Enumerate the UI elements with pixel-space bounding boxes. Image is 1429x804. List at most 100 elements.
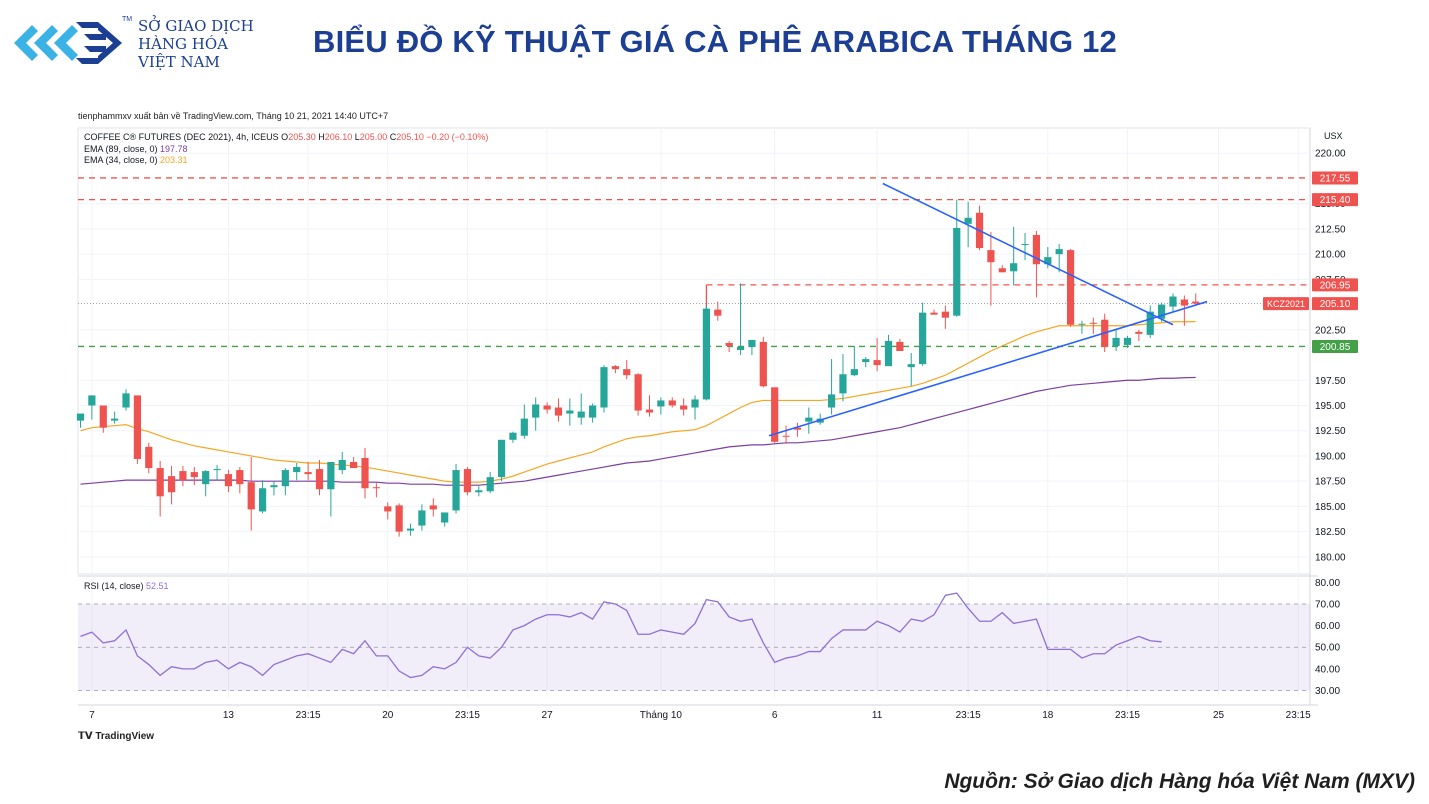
- legend-rsi-value: 52.51: [146, 581, 169, 591]
- logo-line-3: VIỆT NAM: [138, 53, 220, 71]
- time-tick-label: 20: [382, 710, 394, 721]
- candle-body: [987, 250, 995, 263]
- price-tick-label: 220.00: [1315, 149, 1346, 160]
- candle-body: [452, 470, 460, 511]
- candle-body: [350, 461, 358, 469]
- legend-rsi-label: RSI (14, close): [84, 581, 146, 591]
- candle-body: [418, 510, 426, 526]
- time-tick-label: 23:15: [455, 710, 480, 721]
- time-tick-label: 13: [223, 710, 235, 721]
- legend-ema34-label: EMA (34, close, 0): [84, 155, 160, 165]
- price-tick-label: 212.50: [1315, 224, 1346, 235]
- last-price-tag: [1312, 297, 1358, 311]
- legend-ema89-label: EMA (89, close, 0): [84, 144, 160, 154]
- candle-body: [133, 395, 141, 459]
- time-tick-label: 11: [872, 710, 883, 721]
- trademark-mark: TM: [122, 16, 133, 23]
- legend-ema89: EMA (89, close, 0) 197.78: [84, 144, 188, 154]
- candle-body: [304, 472, 312, 475]
- price-tick-label: 192.50: [1315, 426, 1346, 437]
- rsi-tick-label: 30.00: [1315, 686, 1340, 697]
- candle-body: [247, 482, 255, 510]
- candle-body: [202, 471, 210, 485]
- candle-body: [691, 399, 699, 408]
- candle-body: [213, 469, 221, 471]
- legend-change: −0.20 (−0.10%): [426, 132, 488, 142]
- candle-body: [873, 360, 881, 366]
- candle-body: [441, 512, 449, 523]
- candle-body: [714, 309, 722, 316]
- candle-body: [782, 435, 790, 437]
- candle-body: [953, 227, 961, 316]
- time-tick-label: 23:15: [1286, 710, 1311, 721]
- candle-body: [384, 506, 392, 512]
- candle-body: [611, 366, 619, 370]
- candle-body: [327, 461, 335, 490]
- logo-line-1: SỞ GIAO DỊCH: [138, 17, 254, 35]
- rsi-tick-label: 50.00: [1315, 643, 1340, 654]
- candle-body: [930, 312, 938, 315]
- candle-body: [839, 374, 847, 394]
- price-level-tag: [1312, 339, 1358, 353]
- time-tick-label: 23:15: [1115, 710, 1140, 721]
- last-price-label: 205.10: [1320, 299, 1351, 310]
- candle-body: [167, 476, 176, 493]
- time-tick-label: 27: [542, 710, 554, 721]
- legend-low: 205.00: [360, 132, 390, 142]
- ema34-line: [80, 321, 1196, 483]
- legend-ema34-value: 203.31: [160, 155, 188, 165]
- price-tick-label: 197.50: [1315, 376, 1346, 387]
- candle-body: [1180, 299, 1188, 306]
- currency-label: USX: [1324, 131, 1343, 141]
- symbol-tag-label: KCZ2021: [1267, 299, 1305, 309]
- candle-body: [1089, 322, 1097, 324]
- price-level-label: 215.40: [1320, 195, 1351, 206]
- candle-body: [190, 472, 198, 478]
- candle-body: [1055, 249, 1063, 255]
- time-tick-label: 7: [89, 710, 95, 721]
- rsi-tick-label: 60.00: [1315, 621, 1340, 632]
- candle-body: [111, 418, 119, 421]
- legend-symbol-line: COFFEE C® FUTURES (DEC 2021), 4h, ICEUS …: [84, 132, 488, 142]
- ema89-line: [80, 376, 1196, 486]
- price-tick-label: 185.00: [1315, 502, 1346, 513]
- candle-body: [827, 394, 836, 408]
- candle-body: [406, 528, 415, 531]
- candle-body: [509, 432, 517, 440]
- candle-body: [645, 409, 654, 413]
- candle-body: [634, 374, 642, 411]
- legend-rsi: RSI (14, close) 52.51: [84, 581, 169, 591]
- publisher-line: tienphammxv xuất bản về TradingView.com,…: [78, 111, 389, 121]
- price-tick-label: 187.50: [1315, 477, 1346, 488]
- candle-body: [1192, 301, 1200, 304]
- candle-body: [270, 485, 278, 488]
- candle-body: [156, 468, 164, 497]
- candle-body: [919, 312, 927, 365]
- price-level-label: 206.95: [1320, 280, 1351, 291]
- candle-body: [258, 488, 267, 512]
- legend-symbol: COFFEE C® FUTURES (DEC 2021), 4h, ICEUS: [84, 132, 281, 142]
- price-level-tag: [1312, 171, 1358, 185]
- candle-body: [725, 342, 733, 346]
- price-tick-label: 180.00: [1315, 552, 1346, 563]
- candle-body: [475, 490, 483, 493]
- candle-body: [99, 405, 107, 428]
- price-level-tag: [1312, 193, 1358, 207]
- time-tick-label: Tháng 10: [640, 710, 683, 721]
- candle-body: [293, 467, 301, 473]
- candle-body: [463, 469, 472, 493]
- candle-body: [1112, 337, 1120, 346]
- candle-body: [361, 457, 369, 489]
- candle-body: [566, 410, 574, 414]
- candle-body: [1146, 311, 1154, 335]
- candle-body: [1010, 263, 1018, 272]
- candle-body: [1158, 304, 1166, 319]
- legend-o-key: O: [281, 132, 288, 142]
- price-level-label: 217.55: [1320, 173, 1351, 184]
- logo-wordmark: SỞ GIAO DỊCH HÀNG HÓA VIỆT NAM: [138, 17, 254, 71]
- price-level-label: 200.85: [1320, 342, 1351, 353]
- candle-body: [862, 359, 870, 363]
- candle-body: [1169, 296, 1177, 307]
- price-tick-label: 190.00: [1315, 451, 1346, 462]
- candle-body: [1044, 257, 1052, 265]
